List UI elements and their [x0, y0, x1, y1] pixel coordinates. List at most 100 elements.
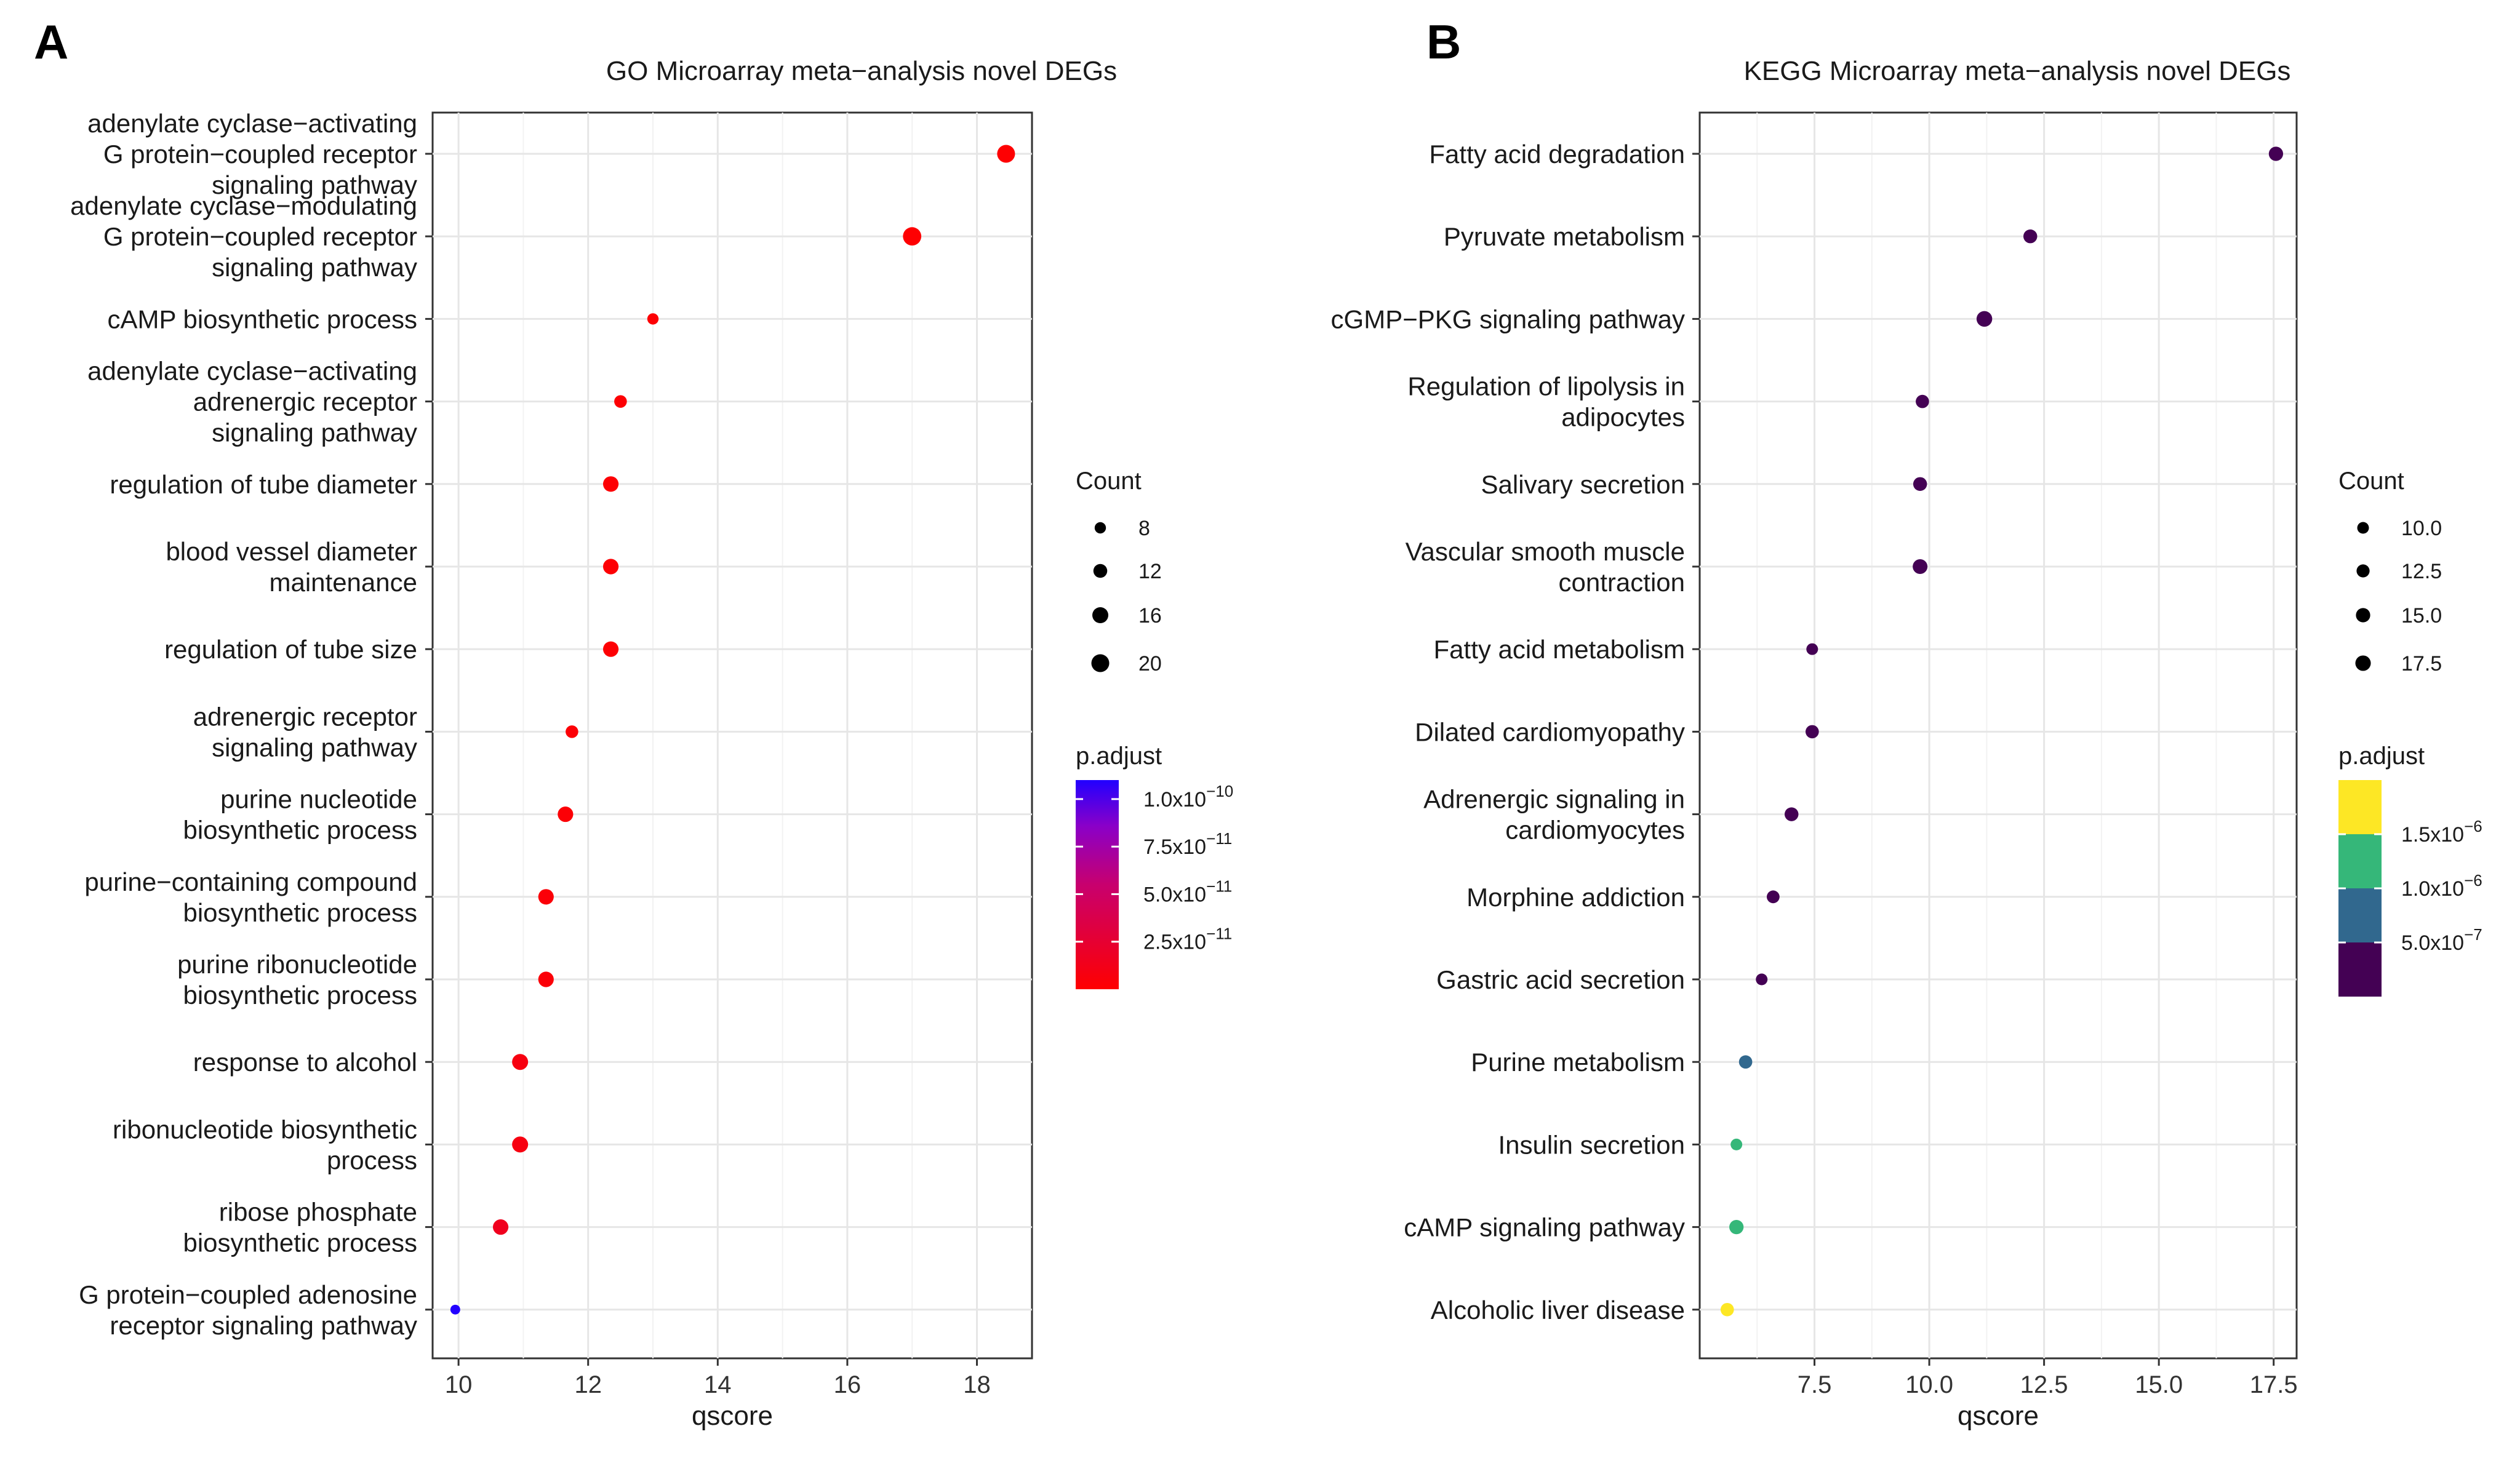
- panel-b-colorbar-label: 1.0x10−6: [2401, 871, 2482, 901]
- colorbar-label-base: x10: [1172, 931, 1206, 954]
- panel-a-category-label: signaling pathway: [212, 170, 417, 199]
- panel-b-data-point: [1785, 807, 1799, 821]
- panel-b-x-tick-label: 10.0: [1905, 1371, 1953, 1398]
- panel-b-data-point: [1916, 394, 1929, 408]
- colorbar-label-base: x10: [2430, 823, 2464, 847]
- panel-a-data-point: [512, 1136, 529, 1153]
- panel-b-category-label: cardiomyocytes: [1505, 816, 1685, 845]
- panel-a-data-point: [450, 1304, 460, 1315]
- panel-b-data-point: [1729, 1219, 1744, 1235]
- panel-a-x-tick-label: 16: [834, 1371, 862, 1398]
- panel-a-plot-frame: [431, 111, 1033, 1360]
- panel-b-points: [1720, 146, 2284, 1317]
- panel-b-padjust-legend-title: p.adjust: [2338, 743, 2425, 770]
- panel-b-padjust-bin: [2338, 942, 2382, 997]
- panel-a-data-point: [903, 227, 922, 246]
- panel-b-data-point: [2023, 229, 2038, 244]
- panel-a-category-label: adenylate cyclase−activating: [87, 357, 417, 386]
- panel-b-count-legend-dot: [2355, 655, 2371, 671]
- panel-b-padjust-bin: [2338, 780, 2382, 834]
- panel-a-category-label: biosynthetic process: [183, 1229, 417, 1257]
- panel-b-x-tick-label: 7.5: [1798, 1371, 1832, 1398]
- panel-a-data-point: [538, 971, 554, 987]
- colorbar-label-exponent: −10: [1206, 782, 1233, 800]
- panel-b-count-legend-label: 12.5: [2401, 560, 2442, 583]
- colorbar-label-exponent: −6: [2464, 871, 2482, 890]
- panel-a-category-label: signaling pathway: [212, 733, 417, 762]
- panel-b-count-legend-label: 15.0: [2401, 604, 2442, 627]
- panel-a-category-label: biosynthetic process: [183, 898, 417, 927]
- panel-b-data-point: [1730, 1138, 1743, 1150]
- panel-b-x-tick-label: 12.5: [2020, 1371, 2068, 1398]
- panel-b-count-legend-dot: [2357, 522, 2369, 534]
- panel-a-x-tick-label: 14: [704, 1371, 732, 1398]
- panel-b-data-point: [1720, 1302, 1734, 1317]
- panel-a-category-label: G protein−coupled receptor: [103, 140, 417, 169]
- panel-a-x-tick-label: 10: [445, 1371, 473, 1398]
- colorbar-label-base: x10: [1172, 788, 1206, 811]
- panel-b-x-tick-label: 15.0: [2135, 1371, 2183, 1398]
- colorbar-label-mantissa: 2.5: [1143, 931, 1172, 954]
- panel-b-category-label: Morphine addiction: [1466, 883, 1685, 912]
- panel-a-category-label: response to alcohol: [193, 1048, 417, 1077]
- panel-b-colorbar-label: 5.0x10−7: [2401, 925, 2482, 955]
- panel-letter-b: B: [1426, 15, 1461, 69]
- panel-a-count-legend-label: 16: [1138, 604, 1162, 627]
- panel-a-data-point: [492, 1219, 509, 1235]
- panel-b-category-label: Insulin secretion: [1498, 1130, 1686, 1159]
- panel-a-category-label: regulation of tube size: [164, 635, 417, 664]
- panel-b-category-label: Pyruvate metabolism: [1444, 222, 1685, 251]
- panel-a-category-labels: adenylate cyclase−activating G protein−co…: [70, 109, 433, 1340]
- colorbar-label-exponent: −7: [2464, 925, 2482, 944]
- panel-a-count-legend-title: Count: [1076, 468, 1142, 495]
- panel-b-category-label: Adrenergic signaling in: [1423, 785, 1685, 814]
- panel-a-category-label: cAMP biosynthetic process: [108, 305, 417, 333]
- panel-b-data-point: [1738, 1055, 1753, 1069]
- panel-a-data-point: [614, 395, 627, 408]
- panel-b-count-legend-dot: [2356, 608, 2370, 623]
- colorbar-label-exponent: −11: [1206, 877, 1232, 895]
- colorbar-label-mantissa: 7.5: [1143, 835, 1172, 859]
- panel-b-category-label: Fatty acid metabolism: [1434, 635, 1685, 664]
- panel-a-count-legend-dot: [1091, 654, 1110, 672]
- panel-a-count-legend-dot: [1094, 522, 1106, 534]
- colorbar-label-exponent: −11: [1206, 925, 1232, 943]
- panel-a-colorbar-label: 1.0x10−10: [1143, 782, 1233, 811]
- colorbar-label-mantissa: 1.5: [2401, 823, 2430, 847]
- panel-a-padjust-legend-title: p.adjust: [1076, 743, 1162, 770]
- panel-b-padjust-bin: [2338, 888, 2382, 942]
- panel-b-count-legend-title: Count: [2338, 468, 2404, 495]
- panel-b-category-label: Fatty acid degradation: [1429, 140, 1685, 169]
- panel-b-data-point: [1756, 973, 1768, 986]
- colorbar-label-mantissa: 1.0: [2401, 877, 2430, 901]
- panel-b-category-label: contraction: [1559, 568, 1685, 597]
- panel-a-category-label: blood vessel diameter: [166, 537, 417, 566]
- panel-a-category-label: maintenance: [270, 568, 418, 597]
- panel-a-data-point: [602, 476, 619, 492]
- panel-a-data-point: [647, 313, 659, 325]
- colorbar-label-base: x10: [1172, 835, 1206, 859]
- panel-b-category-label: Alcoholic liver disease: [1431, 1296, 1685, 1325]
- panel-b-category-label: cAMP signaling pathway: [1404, 1213, 1685, 1242]
- panel-b-data-point: [1806, 643, 1818, 655]
- panel-a-category-label: G protein−coupled adenosine: [79, 1280, 417, 1309]
- panel-b-category-label: Purine metabolism: [1471, 1048, 1685, 1077]
- panel-b-data-point: [1913, 559, 1928, 574]
- panel-a-count-legend-label: 8: [1138, 517, 1150, 540]
- colorbar-label-base: x10: [1172, 883, 1206, 906]
- panel-a-count-legend-dot: [1093, 564, 1108, 578]
- panel-b-count-legend: 10.0 12.5 15.0 17.5: [2355, 517, 2442, 675]
- panel-a-count-legend-label: 20: [1138, 652, 1162, 675]
- colorbar-label-mantissa: 5.0: [1143, 883, 1172, 906]
- panel-a-category-label: adenylate cyclase−modulating: [70, 191, 417, 220]
- panel-b-data-point: [2268, 146, 2284, 161]
- panel-b-data-point: [1766, 890, 1780, 904]
- panel-b-category-label: Vascular smooth muscle: [1406, 537, 1685, 566]
- panel-a-grid: [433, 113, 1032, 1358]
- panel-a-colorbar-label: 5.0x10−11: [1143, 877, 1232, 906]
- panel-a-data-point: [512, 1054, 529, 1070]
- panel-a-x-axis-label: qscore: [692, 1401, 773, 1431]
- panel-a-data-point: [566, 725, 578, 738]
